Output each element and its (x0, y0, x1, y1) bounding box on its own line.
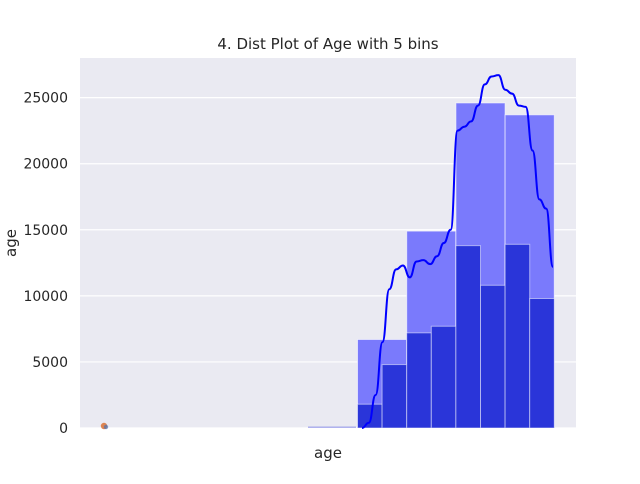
y-tick-label: 0 (59, 421, 68, 437)
y-tick-labels: 0 5000 10000 15000 20000 25000 (23, 91, 68, 437)
y-tick-label: 25000 (23, 91, 68, 107)
narrow-bin-bar (504, 243, 531, 429)
y-tick-label: 10000 (23, 289, 68, 305)
outlier-marker (100, 422, 109, 430)
sparse-bin-bar (308, 426, 356, 428)
narrow-bin-bar (381, 364, 408, 429)
narrow-bin-bar (406, 332, 432, 429)
y-tick-label: 5000 (32, 355, 68, 371)
outlier-point (103, 424, 109, 430)
y-axis-label: age (2, 229, 20, 257)
y-tick-label: 20000 (23, 157, 68, 173)
narrow-bins (308, 243, 555, 429)
narrow-bin-bar (357, 403, 383, 429)
y-tick-label: 15000 (23, 223, 68, 239)
narrow-bin-bar (430, 325, 457, 429)
narrow-bin-bar (455, 245, 481, 429)
chart-title: 4. Dist Plot of Age with 5 bins (217, 35, 438, 53)
grid-lines (80, 97, 576, 429)
narrow-bin-bar (480, 284, 506, 429)
narrow-bin-bar (529, 298, 555, 429)
kde-line (361, 74, 554, 429)
x-axis-label: age (314, 444, 342, 462)
